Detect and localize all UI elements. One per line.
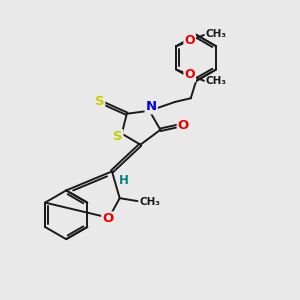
Text: S: S (113, 130, 122, 143)
Text: CH₃: CH₃ (205, 29, 226, 39)
Text: CH₃: CH₃ (139, 197, 160, 207)
Text: CH₃: CH₃ (205, 76, 226, 86)
Text: O: O (178, 118, 189, 131)
Text: O: O (184, 34, 195, 47)
Text: N: N (146, 100, 157, 113)
Text: S: S (95, 95, 104, 108)
Text: O: O (102, 212, 113, 226)
Text: O: O (184, 68, 195, 81)
Text: H: H (119, 174, 129, 187)
